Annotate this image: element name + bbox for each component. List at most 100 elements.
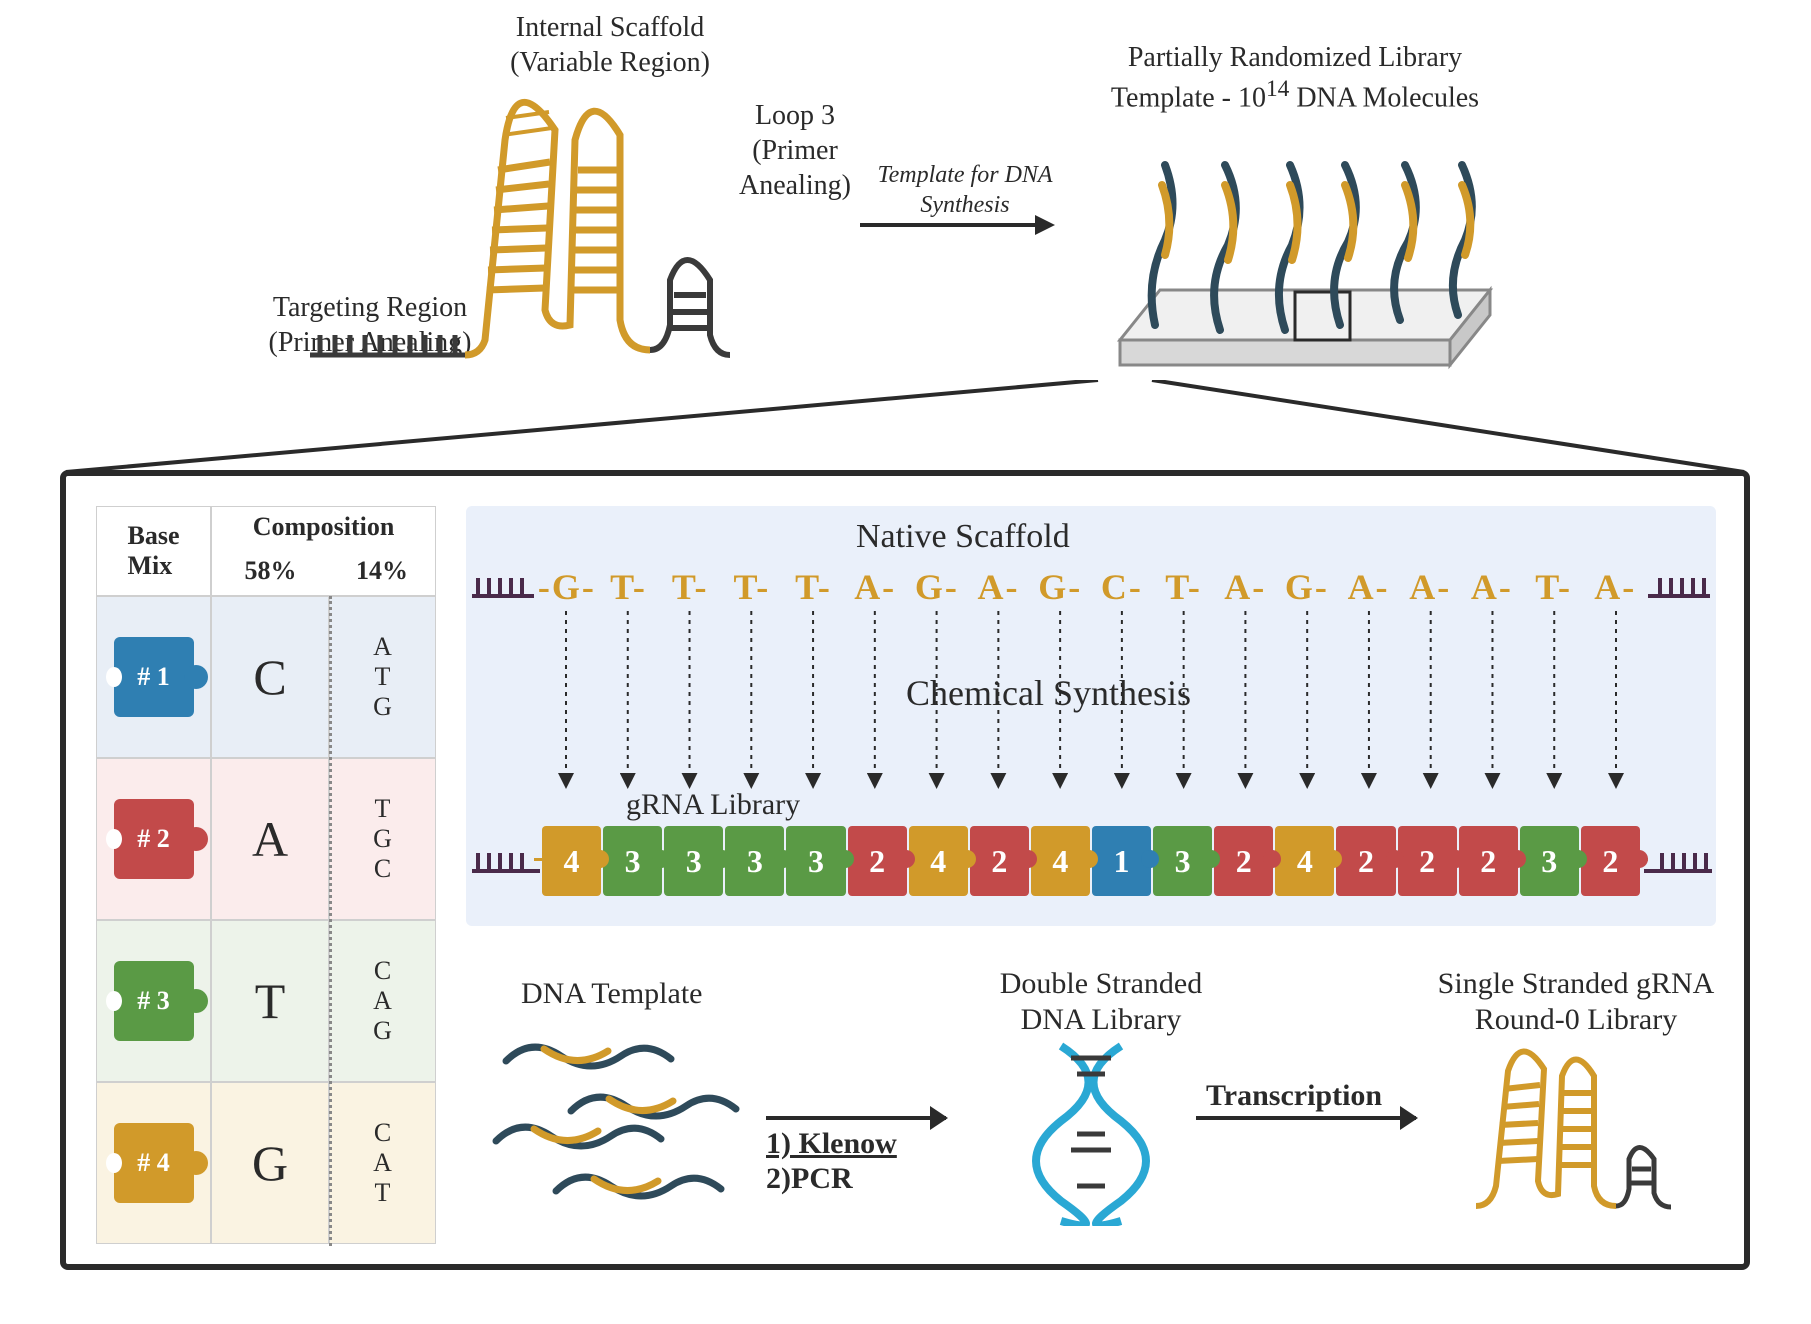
template-arrow-label: Template for DNA Synthesis — [865, 160, 1065, 220]
seq-base: G- — [1029, 566, 1091, 608]
zoom-lines-icon — [0, 380, 1811, 480]
hdr-composition-group: Composition 58% 14% — [211, 506, 436, 596]
base-mix-table: Base Mix Composition 58% 14% # 1 C A T G… — [96, 506, 436, 1246]
connector-left — [534, 858, 544, 861]
library-label: Partially Randomized Library Template - … — [1070, 40, 1520, 115]
synthesis-panel: Native Scaffold Chemical Synthesis gRNA … — [466, 506, 1716, 926]
grna-puzzle-piece: 2 — [1214, 826, 1273, 896]
grna-puzzle-row: 433332424132422232 — [541, 826, 1641, 896]
seq-base: A- — [1338, 566, 1400, 608]
base-mix-row: # 3 T C A G — [96, 920, 436, 1082]
library-suffix: DNA Molecules — [1289, 82, 1479, 113]
grna-puzzle-piece: 3 — [1520, 826, 1579, 896]
main-panel: Base Mix Composition 58% 14% # 1 C A T G… — [60, 470, 1750, 1270]
hdr-58: 58% — [212, 546, 329, 595]
internal-scaffold-label: Internal Scaffold (Variable Region) — [460, 10, 760, 80]
base-mix-minor-cell: A T G — [329, 596, 436, 758]
seq-base: G- — [906, 566, 968, 608]
puzzle-piece-icon: # 3 — [114, 961, 194, 1041]
base-mix-minor-cell: T G C — [329, 758, 436, 920]
dna-helix-icon — [1021, 1036, 1171, 1226]
base-mix-minor: T G C — [373, 794, 392, 884]
base-mix-piece-cell: # 1 — [96, 596, 211, 758]
grna-puzzle-piece: 3 — [786, 826, 845, 896]
base-mix-piece-cell: # 2 — [96, 758, 211, 920]
native-scaffold-label: Native Scaffold — [856, 516, 1070, 559]
seq-base: G- — [1276, 566, 1338, 608]
dna-template-icon — [486, 1021, 746, 1221]
top-section: Internal Scaffold (Variable Region) Loop… — [280, 10, 1530, 380]
grna-puzzle-piece: 4 — [1275, 826, 1334, 896]
base-mix-piece-cell: # 3 — [96, 920, 211, 1082]
seq-base: A- — [1399, 566, 1461, 608]
ds-library-label: Double Stranded DNA Library — [976, 966, 1226, 1038]
puzzle-piece-icon: # 1 — [114, 637, 194, 717]
base-mix-minor: A T G — [373, 632, 392, 722]
grna-puzzle-piece: 2 — [970, 826, 1029, 896]
base-mix-major-cell: C — [211, 596, 329, 758]
grna-hairpin-small-icon — [1466, 1041, 1696, 1221]
workflow-section: DNA Template 1) Klenow 2)PCR Double Stra… — [466, 966, 1716, 1236]
base-mix-minor-cell: C A T — [329, 1082, 436, 1244]
puzzle-piece-icon: # 4 — [114, 1123, 194, 1203]
grna-puzzle-piece: 3 — [603, 826, 662, 896]
seq-base: T- — [721, 566, 783, 608]
base-mix-minor: C A T — [373, 1118, 392, 1208]
grna-puzzle-piece: 3 — [1153, 826, 1212, 896]
grna-puzzle-piece: 3 — [725, 826, 784, 896]
chip-library-icon — [1080, 130, 1500, 390]
base-mix-major: A — [252, 810, 288, 868]
seq-base: C- — [1091, 566, 1153, 608]
seq-base: T- — [1153, 566, 1215, 608]
dna-template-label: DNA Template — [521, 976, 702, 1012]
seq-base: A- — [1214, 566, 1276, 608]
synthesis-arrows-icon — [546, 611, 1636, 791]
seq-base: T- — [783, 566, 845, 608]
native-sequence: -G-T-T-T-T-A-G-A-G-C-T-A-G-A-A-A-T-A- — [536, 566, 1646, 608]
hdr-14: 14% — [329, 546, 435, 595]
grna-puzzle-piece: 3 — [664, 826, 723, 896]
grna-puzzle-piece: 2 — [1459, 826, 1518, 896]
arrow-klenow — [766, 1116, 946, 1120]
arrow-transcription — [1196, 1116, 1416, 1120]
base-mix-major: T — [255, 972, 286, 1030]
grna-puzzle-piece: 4 — [542, 826, 601, 896]
grna-puzzle-piece: 2 — [1398, 826, 1457, 896]
grna-puzzle-piece: 4 — [1031, 826, 1090, 896]
grna-library-label: gRNA Library — [626, 786, 800, 824]
base-mix-minor-cell: C A G — [329, 920, 436, 1082]
grna-puzzle-piece: 2 — [848, 826, 907, 896]
seq-base: -G- — [536, 566, 598, 608]
base-mix-piece-cell: # 4 — [96, 1082, 211, 1244]
base-mix-major: G — [252, 1134, 288, 1192]
grna-puzzle-piece: 2 — [1581, 826, 1640, 896]
base-mix-minor: C A G — [373, 956, 392, 1046]
base-mix-row: # 1 C A T G — [96, 596, 436, 758]
puzzle-piece-icon: # 2 — [114, 799, 194, 879]
grna-puzzle-piece: 1 — [1092, 826, 1151, 896]
step-klenow: 1) Klenow — [766, 1126, 897, 1162]
seq-base: A- — [968, 566, 1030, 608]
hdr-composition: Composition — [253, 507, 395, 546]
grna-hairpin-icon — [310, 80, 730, 370]
dashed-divider — [329, 596, 332, 1246]
base-mix-major: C — [253, 648, 286, 706]
ss-library-label: Single Stranded gRNA Round-0 Library — [1426, 966, 1726, 1038]
base-mix-row: # 4 G C A T — [96, 1082, 436, 1244]
seq-base: T- — [659, 566, 721, 608]
seq-base: A- — [1461, 566, 1523, 608]
comb-left-bottom-icon — [472, 841, 540, 877]
comb-right-top-icon — [1648, 566, 1710, 602]
seq-base: A- — [844, 566, 906, 608]
library-exp: 14 — [1266, 76, 1289, 102]
comb-right-bottom-icon — [1644, 841, 1712, 877]
loop3-label: Loop 3 (Primer Anealing) — [725, 98, 865, 203]
step-pcr: 2)PCR — [766, 1161, 853, 1197]
transcription-label: Transcription — [1206, 1078, 1382, 1114]
comb-left-top-icon — [472, 566, 534, 602]
seq-base: T- — [598, 566, 660, 608]
base-mix-major-cell: T — [211, 920, 329, 1082]
hdr-base-mix: Base Mix — [96, 506, 211, 596]
grna-puzzle-piece: 2 — [1336, 826, 1395, 896]
grna-puzzle-piece: 4 — [909, 826, 968, 896]
